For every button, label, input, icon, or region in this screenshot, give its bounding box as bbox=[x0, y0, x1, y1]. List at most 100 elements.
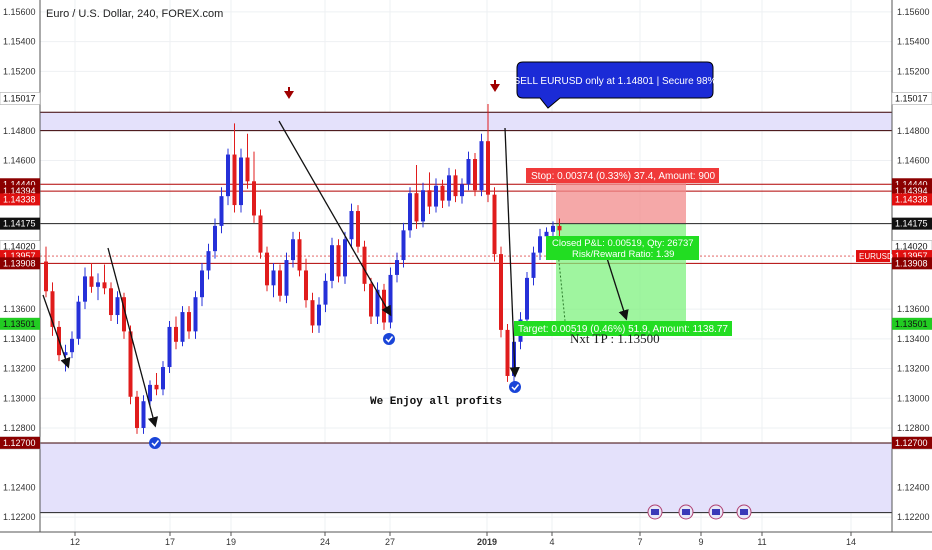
candles-layer bbox=[44, 104, 562, 434]
candle-body bbox=[323, 280, 328, 305]
candle bbox=[479, 133, 484, 197]
check-mark-icon bbox=[151, 440, 160, 447]
candle-body bbox=[193, 297, 198, 332]
x-tick-label: 4 bbox=[549, 537, 554, 547]
symbol-tag-bg bbox=[856, 250, 890, 263]
candle-body bbox=[395, 260, 399, 275]
candle bbox=[271, 263, 276, 298]
candle bbox=[440, 179, 445, 209]
candle bbox=[336, 239, 341, 283]
candle bbox=[349, 203, 354, 249]
candle bbox=[538, 228, 542, 261]
candle bbox=[408, 187, 412, 238]
candle bbox=[239, 148, 243, 213]
price-tag-label: 1.14394 bbox=[3, 186, 36, 196]
candle-body bbox=[284, 260, 289, 296]
candle bbox=[557, 218, 562, 237]
price-tag-left: 1.13908 bbox=[0, 257, 40, 270]
profit-annotation: We Enjoy all profits bbox=[370, 396, 502, 408]
candle-body bbox=[525, 277, 529, 320]
price-tag-left: 1.12700 bbox=[0, 436, 40, 449]
drawings-layer bbox=[42, 80, 752, 520]
symbol-tag-label: EURUSD bbox=[859, 252, 893, 261]
price-tag-label: 1.12700 bbox=[3, 438, 36, 448]
candle-body bbox=[174, 326, 178, 342]
candle bbox=[525, 271, 529, 327]
price-tag-left: 1.14338 bbox=[0, 193, 40, 206]
price-tag-label: 1.15017 bbox=[3, 94, 36, 104]
candle-body bbox=[388, 274, 393, 323]
candle-body bbox=[356, 211, 360, 247]
candle-body bbox=[492, 194, 497, 255]
candle-body bbox=[447, 175, 451, 201]
y-tick-label-right: 1.12400 bbox=[897, 482, 930, 492]
y-tick-label-left: 1.15400 bbox=[3, 37, 36, 47]
y-tick-label-right: 1.15600 bbox=[897, 7, 930, 17]
candle-body bbox=[349, 211, 354, 240]
candle-body bbox=[63, 352, 68, 356]
y-tick-label-left: 1.12800 bbox=[3, 423, 36, 433]
candle bbox=[76, 295, 81, 345]
price-tag-left: 1.13501 bbox=[0, 317, 40, 330]
candle bbox=[453, 169, 458, 203]
candle bbox=[265, 246, 269, 292]
candle-body bbox=[460, 184, 464, 197]
candle-body bbox=[414, 193, 419, 222]
candle-body bbox=[206, 251, 211, 271]
candle-body bbox=[408, 193, 412, 231]
candle bbox=[245, 133, 250, 189]
candle bbox=[115, 291, 120, 324]
candle bbox=[70, 331, 74, 359]
labels-layer: Euro / U.S. Dollar, 240, FOREX.com EURUSD… bbox=[46, 8, 893, 408]
candle-body bbox=[102, 282, 107, 289]
candle bbox=[135, 390, 139, 434]
candle-body bbox=[83, 276, 87, 302]
sell-marker-icon bbox=[284, 91, 294, 99]
candle-body bbox=[362, 246, 367, 284]
candle bbox=[434, 178, 438, 213]
x-tick-label: 9 bbox=[698, 537, 703, 547]
price-tag-bg bbox=[892, 317, 932, 330]
candle bbox=[109, 282, 113, 321]
candle-body bbox=[50, 291, 55, 327]
x-tick-label: 2019 bbox=[477, 537, 497, 547]
candle-body bbox=[96, 282, 100, 287]
candle-body bbox=[297, 239, 302, 271]
candle bbox=[460, 178, 464, 204]
candle-body bbox=[473, 159, 477, 191]
candle bbox=[388, 267, 393, 329]
candle-body bbox=[479, 141, 484, 191]
candle bbox=[414, 164, 419, 229]
candle-body bbox=[330, 245, 334, 281]
price-tag-bg bbox=[0, 193, 40, 206]
price-tag-left: 1.15017 bbox=[0, 92, 41, 105]
candle bbox=[83, 267, 87, 310]
candle-body bbox=[486, 141, 490, 195]
price-tag-label: 1.13908 bbox=[3, 258, 36, 268]
candle bbox=[486, 104, 490, 203]
price-tag-label: 1.14394 bbox=[895, 186, 928, 196]
price-tag-right: 1.15017 bbox=[891, 92, 932, 105]
candle-body bbox=[427, 190, 432, 207]
candle bbox=[505, 323, 510, 382]
y-tick-label-left: 1.14800 bbox=[3, 126, 36, 136]
price-tag-right: 1.13501 bbox=[892, 317, 932, 330]
x-tick-label: 24 bbox=[320, 537, 330, 547]
candle bbox=[167, 320, 172, 373]
candle bbox=[122, 292, 126, 339]
candle-body bbox=[369, 283, 373, 317]
candle bbox=[297, 231, 302, 277]
candle-body bbox=[544, 231, 549, 237]
candle-body bbox=[453, 175, 458, 197]
price-tag-label: 1.15017 bbox=[895, 94, 928, 104]
candle bbox=[154, 372, 159, 396]
price-tag-label: 1.14338 bbox=[895, 194, 928, 204]
candle-body bbox=[213, 225, 217, 252]
candle-body bbox=[310, 300, 315, 326]
candle bbox=[330, 237, 334, 289]
candle-body bbox=[551, 225, 555, 232]
candle-body bbox=[76, 301, 81, 339]
candle bbox=[96, 273, 100, 301]
